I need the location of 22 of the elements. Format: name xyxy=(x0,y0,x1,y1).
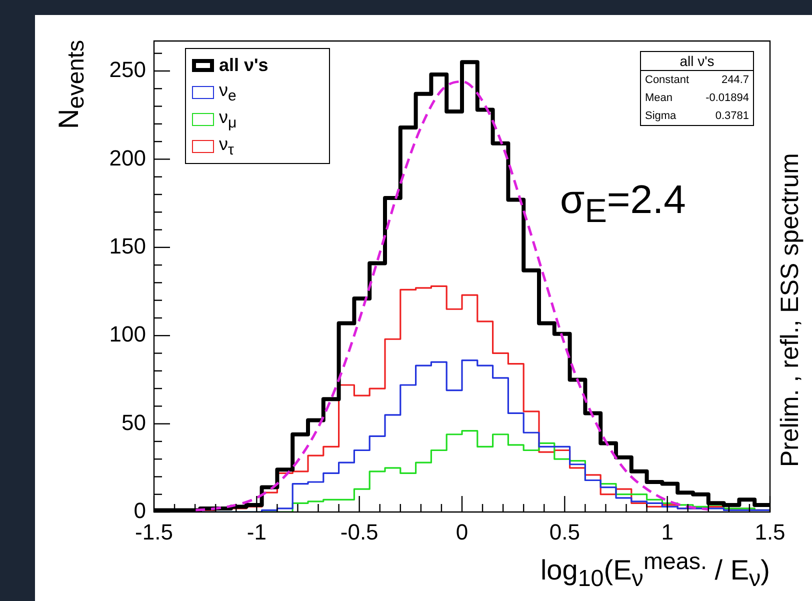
legend-label: all ν's xyxy=(219,55,268,76)
annotation: all ν's xyxy=(641,52,753,71)
text: Prelim. , refl., ESS spectrum xyxy=(776,153,804,467)
y-tick-label: 50 xyxy=(122,410,146,435)
y-tick-label: 150 xyxy=(109,233,146,258)
y-tick-label: 200 xyxy=(109,145,146,170)
x-tick-label: -0.5 xyxy=(340,519,378,544)
annotation: σ$_{E}$=2.4 xyxy=(560,178,686,231)
x-tick-label: -1 xyxy=(246,519,266,544)
x-tick-label: 1 xyxy=(661,519,674,544)
x-tick-label: 0.5 xyxy=(549,519,580,544)
legend-label: ν$_{μ}$ xyxy=(219,107,237,132)
x-tick-label: 0 xyxy=(456,519,468,544)
x-tick-label: 1.5 xyxy=(754,519,786,544)
x-axis-title: log$_{10}$(E$_{ν}$$^{meas.}$ / E$_{ν}$) xyxy=(540,548,770,592)
legend-label: ν$_{e}$ xyxy=(219,80,236,105)
legend-label: ν$_{τ}$ xyxy=(219,134,234,159)
text: Sigma 0.3781 xyxy=(645,110,749,122)
text: Mean -0.01894 xyxy=(645,92,749,104)
text: Constant 244.7 xyxy=(645,74,749,86)
y-tick-label: 250 xyxy=(109,57,146,82)
y-tick-label: 100 xyxy=(109,322,146,347)
